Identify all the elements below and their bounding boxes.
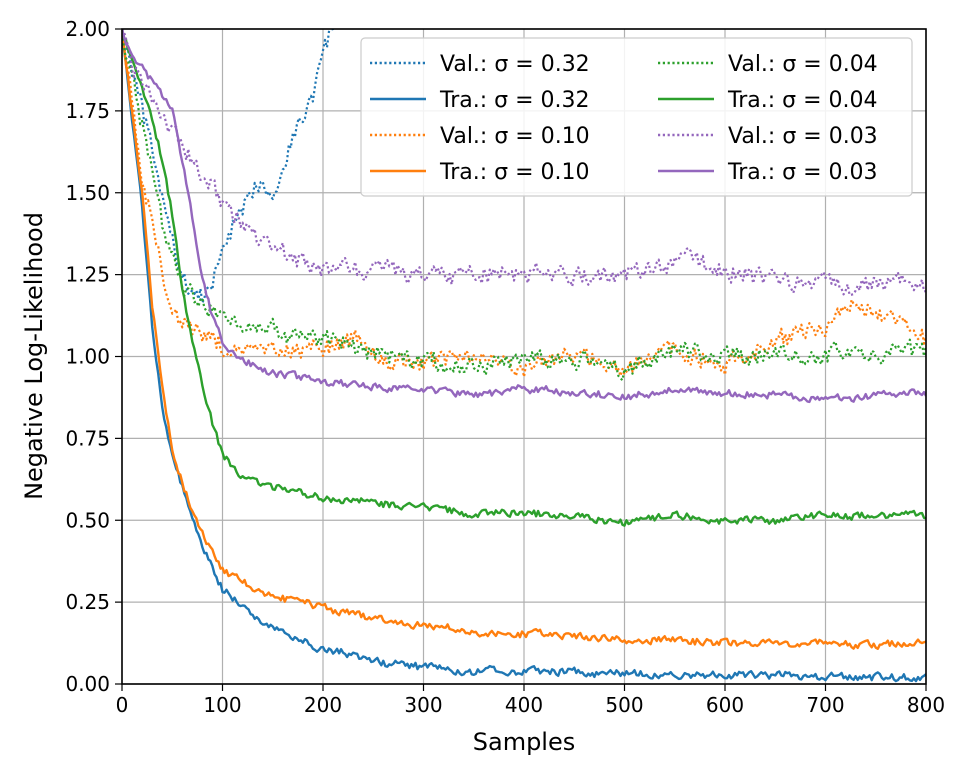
y-axis-label: Negative Log-Likelihood xyxy=(20,212,48,500)
legend-label-1: Val.: σ = 0.32 xyxy=(440,52,590,77)
series-line-4 xyxy=(122,29,926,650)
y-tick-label: 1.25 xyxy=(65,263,110,287)
legend-label-7: Val.: σ = 0.03 xyxy=(728,124,878,149)
x-axis-label: Samples xyxy=(473,728,576,756)
series-line-1 xyxy=(122,29,335,304)
legend-label-6: Tra.: σ = 0.04 xyxy=(727,88,877,113)
series-layer xyxy=(122,29,926,683)
legend-label-4: Tra.: σ = 0.10 xyxy=(439,160,589,185)
legend-label-3: Val.: σ = 0.10 xyxy=(440,124,590,149)
series-line-7 xyxy=(122,29,926,297)
x-tick-label: 300 xyxy=(404,693,442,717)
x-tick-label: 600 xyxy=(706,693,744,717)
x-tick-label: 0 xyxy=(116,693,129,717)
x-tick-label: 500 xyxy=(605,693,643,717)
y-tick-label: 1.50 xyxy=(65,181,110,205)
legend-box xyxy=(360,37,913,197)
y-tick-label: 0.00 xyxy=(65,672,110,696)
legend-label-8: Tra.: σ = 0.03 xyxy=(727,160,877,185)
legend-label-5: Val.: σ = 0.04 xyxy=(728,52,878,77)
legend-label-2: Tra.: σ = 0.32 xyxy=(439,88,589,113)
x-tick-label: 400 xyxy=(505,693,543,717)
series-line-2 xyxy=(122,29,926,683)
ticks: 0 100 200 300 400 500 600 700 800 0.00 0.25 0.50 0.7… xyxy=(65,17,945,717)
series-line-5 xyxy=(122,29,926,382)
x-tick-label: 100 xyxy=(203,693,241,717)
y-tick-label: 2.00 xyxy=(65,17,110,41)
x-tick-label: 200 xyxy=(304,693,342,717)
x-tick-label: 700 xyxy=(806,693,844,717)
x-tick-label: 800 xyxy=(907,693,945,717)
y-tick-label: 0.25 xyxy=(65,590,110,614)
series-line-6 xyxy=(122,29,926,527)
y-tick-label: 0.50 xyxy=(65,508,110,532)
series-line-8 xyxy=(122,29,926,404)
y-tick-label: 1.00 xyxy=(65,345,110,369)
y-tick-label: 1.75 xyxy=(65,99,110,123)
legend: Val.: σ = 0.32 Tra.: σ = 0.32 Val.: σ = 0.… xyxy=(360,37,913,197)
y-tick-label: 0.75 xyxy=(65,426,110,450)
